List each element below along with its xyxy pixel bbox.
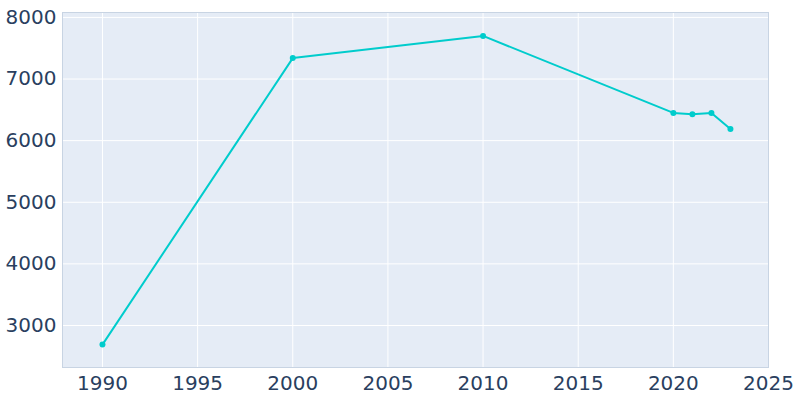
svg-text:4000: 4000	[6, 251, 57, 275]
svg-text:2000: 2000	[267, 371, 318, 395]
svg-text:1990: 1990	[77, 371, 128, 395]
svg-text:5000: 5000	[6, 190, 57, 214]
svg-text:2010: 2010	[458, 371, 509, 395]
svg-text:7000: 7000	[6, 66, 57, 90]
svg-text:2005: 2005	[362, 371, 413, 395]
svg-text:8000: 8000	[6, 5, 57, 29]
svg-text:1995: 1995	[172, 371, 223, 395]
svg-text:2025: 2025	[743, 371, 794, 395]
svg-text:3000: 3000	[6, 313, 57, 337]
svg-text:6000: 6000	[6, 128, 57, 152]
svg-text:2020: 2020	[648, 371, 699, 395]
svg-text:2015: 2015	[553, 371, 604, 395]
